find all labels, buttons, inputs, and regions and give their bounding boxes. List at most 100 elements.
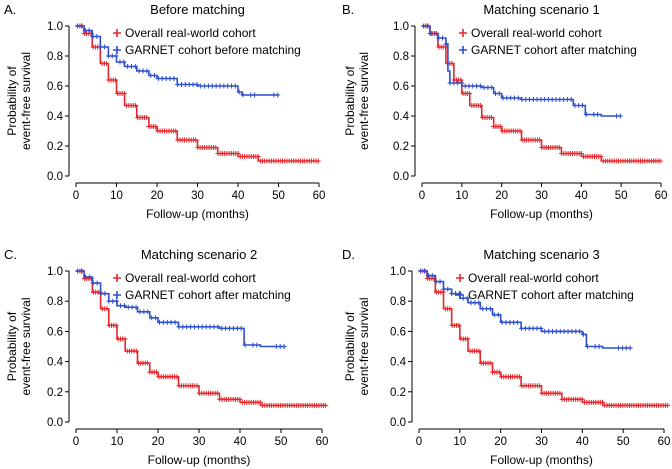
y-axis-label-line1: Probability of [343, 311, 357, 381]
censor-mark [78, 23, 84, 29]
x-axis-label: Follow-up (months) [490, 453, 593, 467]
censor-mark [153, 315, 159, 321]
legend-marker-real-world [113, 274, 121, 282]
censor-mark [577, 328, 583, 334]
censor-mark [443, 41, 449, 47]
garnet-censor-marks [75, 23, 281, 98]
x-tick-label: 60 [316, 436, 329, 448]
censor-mark [255, 154, 261, 159]
y-tick-label: 1.0 [47, 21, 63, 33]
censor-mark [478, 103, 484, 108]
x-tick-label: 10 [110, 190, 123, 202]
x-tick-label: 50 [275, 436, 288, 448]
chart-panel-c: C. Matching scenario 2 0.0 0.2 0.4 0.6 0.8 1.0 0… [4, 247, 328, 467]
chart-panel-d: D. Matching scenario 3 0.0 0.2 0.4 0.6 0.8 1.0 0… [342, 247, 670, 467]
censor-mark [323, 402, 329, 408]
x-axis-label: Follow-up (months) [146, 207, 249, 221]
censor-mark [144, 115, 150, 120]
x-tick-label: 40 [576, 436, 589, 448]
censor-mark [121, 91, 127, 96]
censor-mark [154, 369, 160, 375]
x-tick-label: 0 [416, 436, 422, 448]
legend-label-real-world: Overall real-world cohort [471, 26, 602, 40]
y-tick-label: 0.2 [390, 387, 406, 399]
censor-mark [240, 92, 246, 98]
censor-mark [112, 77, 118, 83]
x-tick-label: 60 [313, 190, 326, 202]
chart-panel-a: A. Before matching 0.0 0.2 0.4 0.6 0.8 1.0 0 10 20… [4, 2, 325, 221]
censor-mark [257, 399, 263, 405]
censor-mark [476, 300, 482, 306]
censor-mark [237, 396, 243, 402]
x-tick-label: 40 [232, 190, 245, 202]
x-axis-label: Follow-up (months) [490, 207, 593, 221]
legend-label-real-world: Overall real-world cohort [125, 271, 256, 285]
y-tick-label: 0.0 [47, 171, 63, 183]
censor-mark [449, 61, 455, 66]
y-axis-label-line1: Probability of [343, 66, 357, 136]
y-tick-label: 0.4 [393, 111, 410, 123]
censor-mark [497, 124, 503, 129]
censor-mark [464, 295, 470, 301]
censor-mark [113, 53, 119, 59]
censor-mark [515, 319, 521, 325]
censor-mark [556, 145, 562, 150]
censor-mark [281, 344, 287, 349]
censor-mark [133, 103, 139, 108]
censor-mark [104, 306, 110, 312]
legend-marker-garnet [113, 46, 121, 54]
censor-mark [489, 115, 495, 120]
censor-mark [275, 92, 281, 98]
censor-mark [236, 89, 242, 95]
y-tick-label: 1.0 [47, 266, 63, 278]
censor-mark [516, 374, 522, 380]
censor-mark [194, 82, 200, 87]
y-tick-label: 0.4 [390, 357, 407, 369]
x-tick-label: 60 [655, 190, 668, 202]
censor-mark [580, 103, 586, 108]
x-tick-label: 30 [191, 190, 204, 202]
x-tick-label: 30 [535, 190, 548, 202]
x-axis-label: Follow-up (months) [148, 453, 251, 467]
censor-mark [617, 113, 623, 119]
y-tick-label: 0.2 [393, 141, 409, 153]
censor-mark [495, 312, 501, 318]
y-axis-label-line2: event-free survival [19, 297, 33, 395]
censor-mark [657, 158, 663, 164]
censor-mark [537, 383, 543, 389]
censor-mark [315, 158, 321, 164]
censor-mark [424, 23, 430, 29]
panel-title: Before matching [150, 2, 245, 17]
censor-mark [235, 151, 241, 156]
censor-mark [437, 279, 443, 285]
y-tick-label: 0.6 [393, 81, 409, 93]
legend-marker-garnet [456, 291, 464, 299]
censor-mark [581, 331, 587, 337]
x-tick-label: 20 [495, 190, 508, 202]
x-tick-label: 10 [111, 436, 124, 448]
censor-mark [193, 137, 199, 143]
censor-mark [422, 268, 428, 274]
y-tick-label: 0.4 [47, 111, 64, 123]
panel-label: D. [342, 247, 355, 262]
x-tick-label: 20 [151, 190, 164, 202]
censor-mark [254, 342, 260, 348]
censor-mark [144, 68, 150, 74]
real-world-censor-marks [418, 268, 671, 408]
y-tick-label: 0.6 [390, 326, 406, 338]
censor-mark [152, 73, 158, 78]
censor-mark [214, 390, 220, 396]
real-world-censor-marks [75, 268, 329, 408]
censor-mark [79, 268, 85, 274]
garnet-censor-marks [75, 268, 287, 349]
legend-label-garnet: GARNET cohort after matching [125, 288, 291, 302]
y-tick-label: 1.0 [390, 266, 406, 278]
censor-mark [86, 274, 92, 280]
real-world-censor-marks [75, 23, 321, 164]
x-tick-label: 50 [615, 190, 628, 202]
y-axis-label-line1: Probability of [5, 311, 19, 381]
censor-mark [232, 83, 238, 89]
censor-mark [194, 383, 200, 389]
x-tick-label: 30 [535, 436, 548, 448]
